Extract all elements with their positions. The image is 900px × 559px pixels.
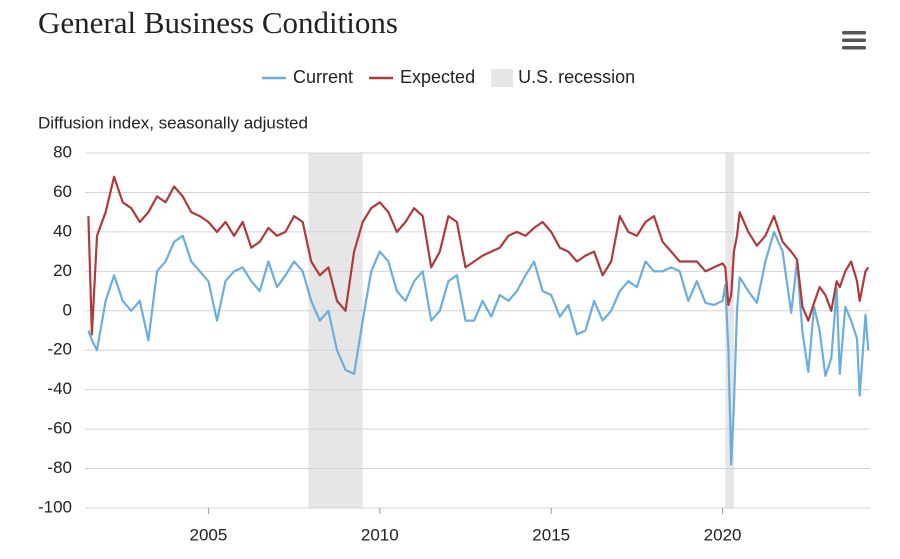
menu-bar[interactable]	[842, 31, 866, 35]
x-tick-label: 2010	[361, 525, 399, 544]
series-line	[87, 175, 870, 336]
x-tick-label: 2005	[189, 525, 227, 544]
legend-label: Current	[293, 67, 353, 87]
y-tick-label: -80	[47, 458, 72, 477]
recession-band	[308, 153, 363, 508]
chart-title: General Business Conditions	[38, 5, 398, 40]
menu-bar[interactable]	[842, 38, 866, 43]
legend-label: Expected	[400, 67, 475, 87]
legend-label: U.S. recession	[518, 67, 635, 87]
y-tick-label: -100	[38, 497, 72, 516]
y-axis-label: Diffusion index, seasonally adjusted	[38, 113, 308, 132]
y-tick-label: -40	[47, 379, 72, 398]
y-tick-label: 80	[53, 142, 72, 161]
legend-swatch	[491, 69, 514, 87]
legend: Current Expected U.S. recession	[262, 67, 635, 87]
y-tick-label: 60	[53, 182, 72, 201]
y-tick-label: 40	[53, 221, 72, 240]
x-tick-label: 2015	[532, 525, 570, 544]
menu-icon[interactable]	[842, 31, 866, 50]
y-tick-label: 20	[53, 261, 72, 280]
y-tick-label: 0	[63, 300, 72, 319]
x-tick-label: 2020	[704, 525, 742, 544]
menu-bar[interactable]	[842, 46, 866, 50]
plot-area: -100 -80 -60 -40 -20 0 20 40 60 80 2005 2010 2015 202…	[38, 142, 870, 544]
series-line	[87, 230, 870, 466]
y-tick-label: -60	[47, 419, 72, 438]
y-tick-label: -20	[47, 340, 72, 359]
recession-band	[725, 153, 734, 508]
